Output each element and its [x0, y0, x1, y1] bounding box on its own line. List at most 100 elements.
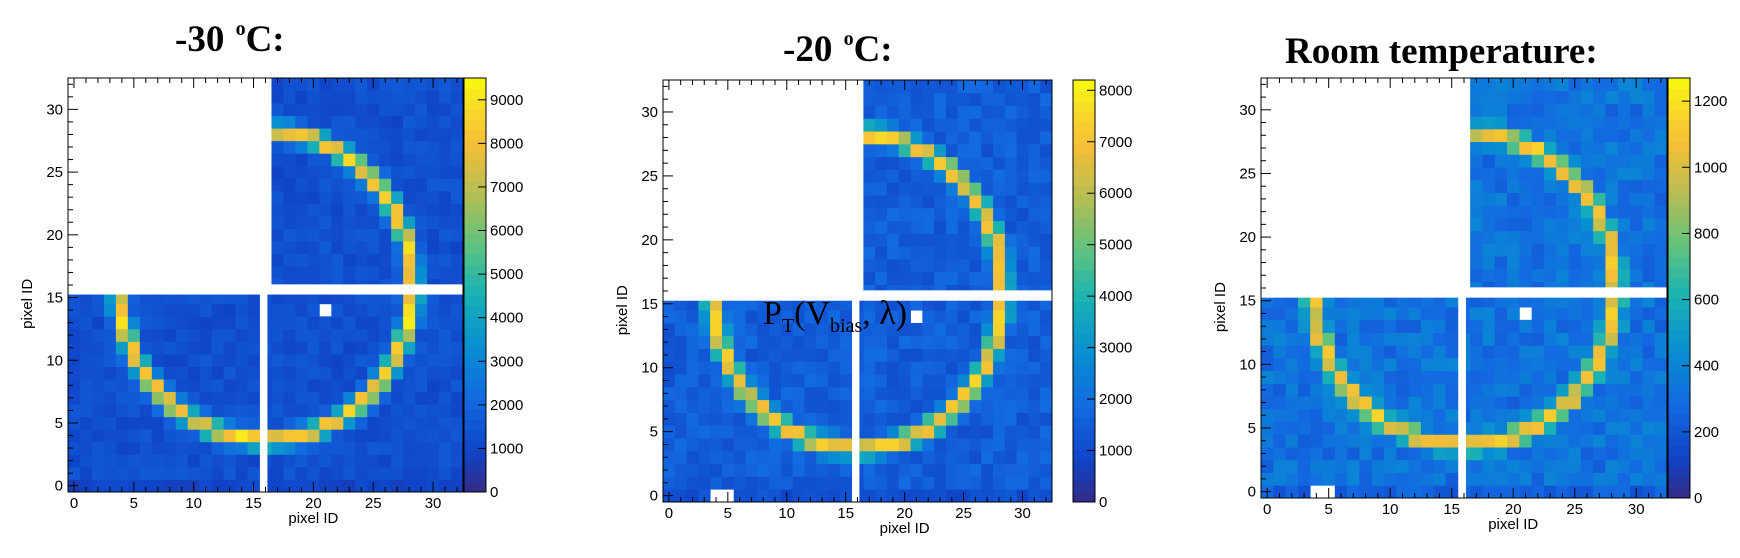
- heatmap-cell: [886, 80, 900, 94]
- heatmap-cell: [211, 391, 225, 405]
- heatmap-cell: [1617, 141, 1631, 155]
- colorbar-segment: [1668, 162, 1690, 173]
- heatmap-cell: [1605, 243, 1619, 257]
- heatmap-cell: [1470, 281, 1483, 292]
- heatmap-cell: [403, 379, 416, 393]
- heatmap-cell: [1028, 374, 1041, 388]
- heatmap-cell: [427, 294, 440, 305]
- heatmap-cell: [79, 479, 93, 493]
- heatmap-cell: [1568, 154, 1582, 168]
- heatmap-cell: [859, 450, 864, 465]
- heatmap-cell: [1507, 179, 1520, 193]
- heatmap-cell: [391, 115, 404, 129]
- heatmap-cell: [1580, 307, 1594, 321]
- heatmap-cell: [319, 466, 332, 480]
- heatmap-cell: [1568, 205, 1582, 219]
- heatmap-cell: [1543, 319, 1557, 333]
- heatmap-cell: [343, 115, 356, 129]
- heatmap-cell: [1568, 307, 1582, 321]
- heatmap-cell: [1543, 332, 1557, 346]
- heatmap-cell: [307, 278, 320, 289]
- heatmap-cell: [283, 416, 296, 430]
- heatmap-cell: [1654, 256, 1668, 270]
- heatmap-cell: [1593, 383, 1606, 397]
- heatmap-cell: [1605, 459, 1619, 473]
- heatmap-cell: [1384, 383, 1397, 397]
- colorbar-segment: [1668, 141, 1690, 152]
- heatmap-cell: [1654, 103, 1668, 117]
- heatmap-cell: [1420, 345, 1434, 359]
- heatmap-cell: [1359, 383, 1373, 397]
- heatmap-cell: [1433, 472, 1446, 486]
- heatmap-cell: [319, 103, 332, 117]
- heatmap-cell: [1580, 459, 1594, 473]
- heatmap-cell: [79, 429, 93, 443]
- heatmap-cell: [235, 454, 248, 468]
- heatmap-cell: [439, 190, 452, 204]
- heatmap-cell: [769, 463, 782, 477]
- heatmap-cell: [1642, 90, 1656, 104]
- heatmap-cell: [1593, 370, 1606, 384]
- heatmap-cell: [271, 366, 284, 380]
- heatmap-cell: [1028, 322, 1041, 337]
- x-axis-label: pixel ID: [288, 510, 338, 527]
- heatmap-cell: [415, 466, 428, 480]
- heatmap-cell: [910, 438, 923, 452]
- colorbar-tick-label: 1000: [1694, 159, 1727, 176]
- heatmap-cell: [1617, 167, 1631, 181]
- heatmap-cell: [427, 203, 440, 217]
- heatmap-cell: [68, 391, 81, 405]
- heatmap-cell: [127, 303, 141, 317]
- heatmap-cell: [910, 156, 923, 170]
- heatmap-cell: [1556, 485, 1569, 499]
- colorbar-segment: [1668, 78, 1690, 89]
- heatmap-cell: [698, 300, 711, 311]
- heatmap-cell: [1543, 370, 1557, 384]
- heatmap-cell: [267, 328, 272, 342]
- heatmap-cell: [1543, 205, 1557, 219]
- heatmap-cell: [1556, 297, 1569, 308]
- heatmap-cell: [1630, 307, 1643, 321]
- heatmap-cell: [1630, 205, 1643, 219]
- heatmap-cell: [415, 140, 428, 154]
- heatmap-cell: [1420, 447, 1434, 461]
- heatmap-cell: [1531, 358, 1545, 372]
- heatmap-cell: [1519, 154, 1533, 168]
- heatmap-cell: [1531, 434, 1545, 448]
- heatmap-cell: [439, 128, 452, 142]
- heatmap-cell: [1605, 421, 1619, 435]
- heatmap-cell: [945, 425, 959, 439]
- heatmap-cell: [271, 354, 284, 367]
- heatmap-cell: [1347, 408, 1360, 423]
- heatmap-cell: [792, 348, 805, 362]
- heatmap-cell: [910, 92, 923, 106]
- heatmap-cell: [1470, 332, 1483, 346]
- heatmap-cell: [1465, 332, 1471, 346]
- heatmap-cell: [247, 366, 260, 380]
- heatmap-cell: [875, 425, 888, 439]
- heatmap-cell: [1543, 345, 1557, 359]
- y-tick-label: 15: [46, 290, 63, 307]
- heatmap-cell: [79, 466, 93, 480]
- heatmap-cell: [769, 489, 782, 503]
- heatmap-cell: [1593, 396, 1606, 410]
- heatmap-cell: [1568, 90, 1582, 104]
- heatmap-cell: [1519, 319, 1533, 333]
- heatmap-cell: [379, 341, 392, 355]
- heatmap-cells: [663, 80, 1053, 503]
- heatmap-cell: [1593, 256, 1606, 270]
- heatmap-cell: [415, 253, 428, 267]
- heatmap-cell: [886, 131, 900, 145]
- heatmap-cell: [151, 303, 165, 317]
- heatmap-cell: [379, 90, 392, 104]
- heatmap-cell: [295, 253, 308, 267]
- heatmap-cell: [957, 271, 970, 286]
- heatmap-cell: [1642, 179, 1656, 193]
- heatmap-cell: [863, 386, 876, 401]
- heatmap-cell: [981, 118, 994, 132]
- heatmap-cell: [91, 441, 105, 455]
- heatmap-cell: [307, 391, 320, 405]
- heatmap-cell: [319, 454, 332, 468]
- heatmap-cell: [981, 169, 994, 183]
